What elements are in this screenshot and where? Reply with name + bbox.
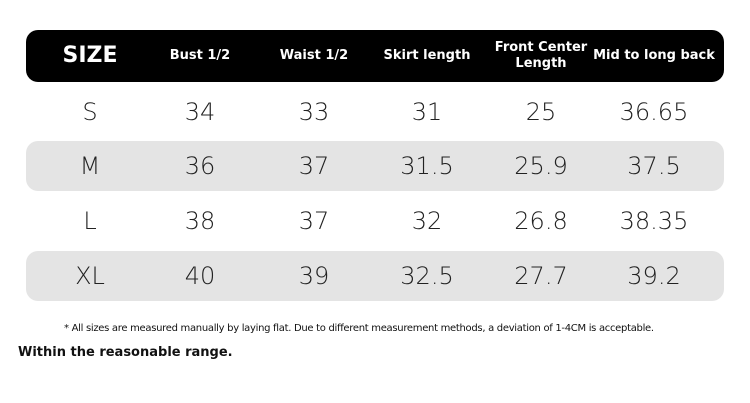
table-cell: 31 (411, 98, 443, 126)
table-cell: 32.5 (400, 262, 454, 290)
header-cell: Front Center Length (494, 40, 588, 71)
table-cell: S (82, 98, 98, 126)
footnote: * All sizes are measured manually by lay… (64, 323, 654, 334)
table-cell: 40 (184, 262, 216, 290)
table-cell: 31.5 (400, 152, 454, 180)
table-cell: 38.35 (619, 207, 689, 235)
table-cell: 37.5 (627, 152, 681, 180)
table-cell: 38 (184, 207, 216, 235)
table-cell: 37 (298, 207, 330, 235)
header-cell: Waist 1/2 (279, 48, 349, 63)
header-cell: Skirt length (383, 48, 471, 63)
table-cell: 37 (298, 152, 330, 180)
table-cell: 25.9 (514, 152, 568, 180)
table-cell: 27.7 (514, 262, 568, 290)
table-cell: L (83, 207, 97, 235)
header-bar (26, 30, 724, 82)
table-cell: M (79, 152, 101, 180)
row-band (26, 251, 724, 301)
table-cell: 39.2 (627, 262, 681, 290)
header-cell: Bust 1/2 (169, 48, 231, 63)
table-cell: 36.65 (619, 98, 689, 126)
row-band (26, 141, 724, 191)
table-cell: 36 (184, 152, 216, 180)
table-cell: 39 (298, 262, 330, 290)
footnote-2: Within the reasonable range. (18, 345, 233, 360)
table-cell: 26.8 (514, 207, 568, 235)
header-cell: Mid to long back (593, 48, 715, 63)
table-cell: XL (75, 262, 105, 290)
header-cell: SIZE (62, 43, 118, 68)
table-cell: 25 (525, 98, 557, 126)
table-cell: 33 (298, 98, 330, 126)
table-cell: 32 (411, 207, 443, 235)
table-cell: 34 (184, 98, 216, 126)
